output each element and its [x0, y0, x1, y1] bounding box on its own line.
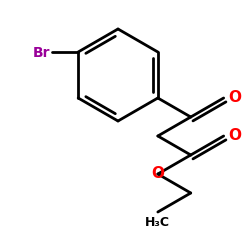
Text: O: O	[151, 166, 164, 182]
Text: H₃C: H₃C	[145, 216, 170, 229]
Text: O: O	[229, 128, 242, 144]
Text: O: O	[229, 90, 242, 106]
Text: Br: Br	[33, 46, 50, 60]
